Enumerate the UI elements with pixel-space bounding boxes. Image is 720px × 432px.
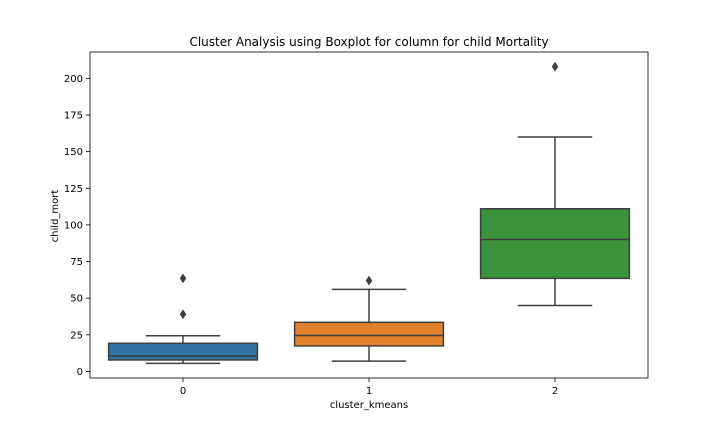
- outlier-point: [179, 309, 187, 320]
- y-tick-label: 175: [64, 111, 83, 122]
- plot-area: 0 25 50 75 100 125 150 175 200 0 1 2: [64, 51, 649, 397]
- y-tick-label: 125: [64, 184, 83, 195]
- outlier-point: [551, 61, 559, 72]
- y-tick-label: 50: [70, 294, 83, 305]
- chart-title: Cluster Analysis using Boxplot for colum…: [189, 35, 548, 49]
- box-cluster-1: [293, 321, 445, 347]
- y-tick-label: 25: [70, 330, 83, 341]
- y-axis-label: child_mort: [50, 190, 61, 243]
- box-cluster-2: [479, 208, 631, 280]
- x-axis-label: cluster_kmeans: [330, 400, 408, 411]
- y-tick-label: 200: [64, 74, 83, 85]
- x-tick-label: 0: [180, 386, 186, 397]
- x-tick-label: 1: [366, 386, 372, 397]
- outlier-point: [365, 275, 373, 286]
- y-tick-label: 75: [70, 257, 83, 268]
- box-cluster-0: [107, 342, 259, 361]
- y-tick-label: 100: [64, 220, 83, 231]
- outlier-point: [179, 273, 187, 284]
- y-tick-label: 150: [64, 147, 83, 158]
- x-tick-label: 2: [552, 386, 558, 397]
- y-tick-label: 0: [77, 367, 83, 378]
